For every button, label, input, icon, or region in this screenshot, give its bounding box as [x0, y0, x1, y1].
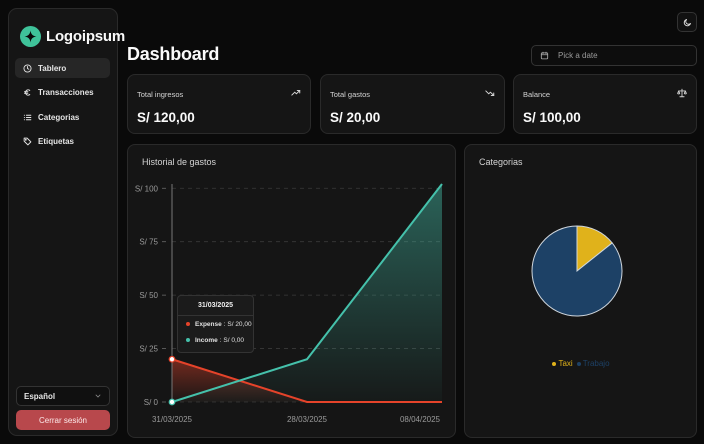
sidebar: Logoipsum Tablero Transacciones Categori…	[8, 8, 125, 436]
series-line-income	[171, 183, 443, 403]
categories-card: Categorias Taxi Trabajo	[464, 144, 697, 438]
tag-icon	[23, 137, 32, 146]
language-select-value: Español	[24, 391, 56, 401]
legend-label: Trabajo	[582, 359, 610, 368]
chart-tooltip: 31/03/2025 Expense: S/ 20,00 Income: S/ …	[177, 295, 254, 353]
sidebar-nav: Tablero Transacciones Categorias Etiquet…	[15, 58, 110, 156]
euro-icon	[24, 89, 31, 96]
trending-up-icon	[291, 90, 301, 96]
stat-label: Total gastos	[330, 90, 371, 99]
stat-value: S/ 20,00	[330, 110, 381, 125]
scale-icon	[677, 88, 687, 98]
sidebar-item-label: Transacciones	[38, 88, 94, 97]
x-tick-label: 31/03/2025	[152, 415, 193, 424]
tooltip-series-name: Income	[195, 336, 218, 344]
trending-down-icon	[485, 90, 495, 96]
logo[interactable]: Logoipsum	[20, 26, 125, 47]
sidebar-item-label: Tablero	[38, 63, 67, 73]
theme-toggle-button[interactable]	[677, 12, 697, 32]
tooltip-date: 31/03/2025	[178, 296, 253, 316]
sidebar-item-categorias[interactable]: Categorias	[15, 107, 110, 127]
legend-item-trabajo: Trabajo	[576, 359, 610, 368]
calendar-icon	[540, 51, 549, 60]
active-point-income	[168, 398, 176, 406]
x-tick-label: 08/04/2025	[400, 415, 441, 424]
tooltip-series-value: S/ 0,00	[223, 336, 244, 344]
tooltip-series-name: Expense	[195, 320, 222, 328]
history-chart-title: Historial de gastos	[142, 157, 217, 167]
legend-dot	[186, 338, 190, 342]
list-icon	[23, 114, 32, 120]
series-area-income	[172, 184, 442, 402]
chevron-down-icon	[95, 394, 101, 398]
y-tick-label: S/ 75	[139, 238, 158, 247]
categories-pie-chart	[531, 225, 623, 317]
logo-text: Logoipsum	[46, 28, 126, 45]
stat-card-balance: Balance S/ 100,00	[513, 74, 697, 134]
moon-icon	[683, 18, 691, 26]
stat-value: S/ 120,00	[137, 110, 195, 125]
y-tick-label: S/ 0	[144, 398, 159, 407]
y-tick-label: S/ 50	[139, 291, 158, 300]
tooltip-row-expense: Expense: S/ 20,00	[178, 316, 253, 332]
logout-button[interactable]: Cerrar sesión	[16, 410, 110, 430]
stat-value: S/ 100,00	[523, 110, 581, 125]
history-chart: S/ 0 S/ 25 S/ 50 S/ 75 S/ 100 31/03/2025 28/03…	[135, 183, 443, 424]
sidebar-item-label: Categorias	[38, 112, 80, 122]
legend-dot	[552, 361, 557, 366]
sidebar-item-tablero[interactable]: Tablero	[15, 58, 110, 78]
legend-item-taxi: Taxi	[552, 359, 573, 368]
stat-card-total-gastos: Total gastos S/ 20,00	[320, 74, 505, 134]
logo-icon	[20, 26, 41, 47]
stat-label: Total ingresos	[137, 90, 184, 99]
y-tick-label: S/ 25	[139, 345, 158, 354]
pie-legend: Taxi Trabajo	[465, 359, 697, 368]
categories-title: Categorias	[479, 157, 523, 167]
tooltip-row-income: Income: S/ 0,00	[178, 332, 253, 348]
sidebar-item-transacciones[interactable]: Transacciones	[15, 83, 110, 103]
history-chart-card: Historial de gastos S/ 0 S/ 25 S/ 50 S/ 75 S…	[127, 144, 456, 438]
stat-label: Balance	[523, 90, 551, 99]
page-title: Dashboard	[127, 44, 220, 64]
stat-card-total-ingresos: Total ingresos S/ 120,00	[127, 74, 311, 134]
x-tick-label: 28/03/2025	[287, 415, 328, 424]
tooltip-series-value: S/ 20,00	[227, 320, 252, 328]
sidebar-item-label: Etiquetas	[38, 137, 75, 146]
legend-label: Taxi	[558, 359, 573, 368]
series-line-expense	[171, 358, 442, 403]
date-picker-placeholder: Pick a date	[558, 51, 598, 60]
legend-dot	[576, 361, 581, 366]
clock-icon	[23, 63, 32, 73]
active-point-expense	[168, 355, 176, 363]
y-tick-label: S/ 100	[135, 184, 159, 193]
date-picker[interactable]: Pick a date	[531, 45, 697, 66]
language-select[interactable]: Español	[16, 386, 110, 406]
pie-slice-trabajo	[531, 225, 623, 317]
sidebar-item-etiquetas[interactable]: Etiquetas	[15, 132, 110, 152]
legend-dot	[186, 322, 190, 326]
